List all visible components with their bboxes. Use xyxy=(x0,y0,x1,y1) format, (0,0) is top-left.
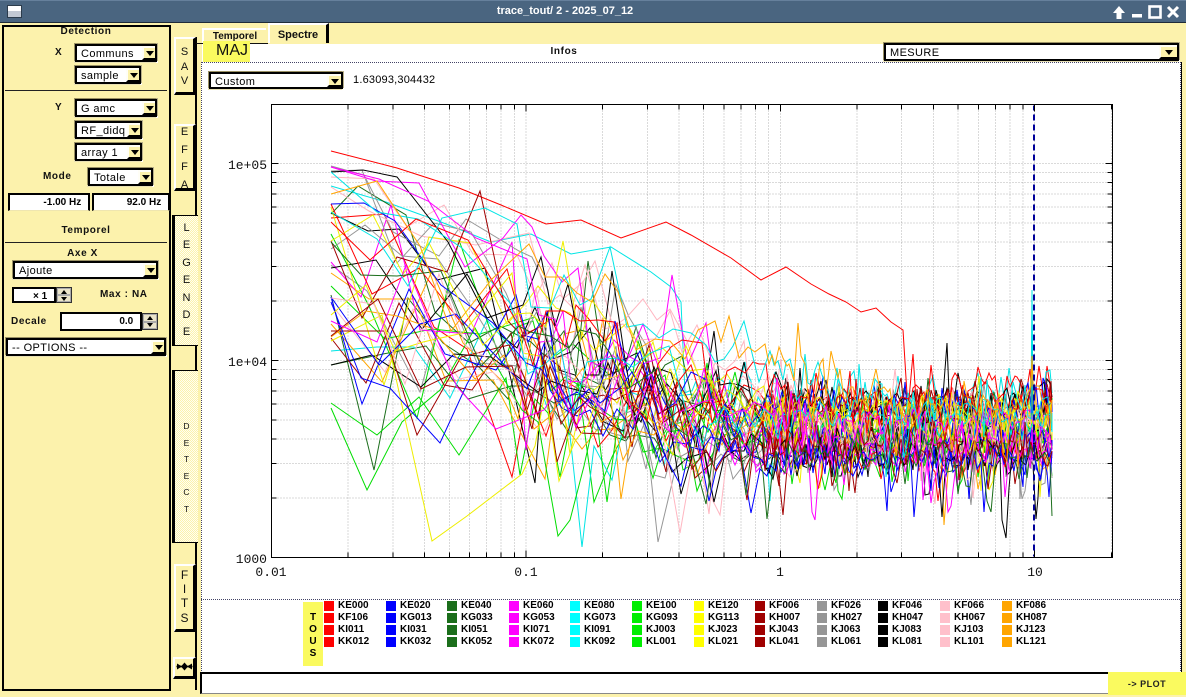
svg-text:1e+05: 1e+05 xyxy=(228,158,267,173)
svg-text:1e+04: 1e+04 xyxy=(228,355,267,370)
svg-text:0.01: 0.01 xyxy=(255,565,286,580)
svg-text:0.1: 0.1 xyxy=(514,565,538,580)
svg-text:10: 10 xyxy=(1027,565,1043,580)
svg-text:1000: 1000 xyxy=(236,552,267,567)
svg-text:1: 1 xyxy=(776,565,784,580)
